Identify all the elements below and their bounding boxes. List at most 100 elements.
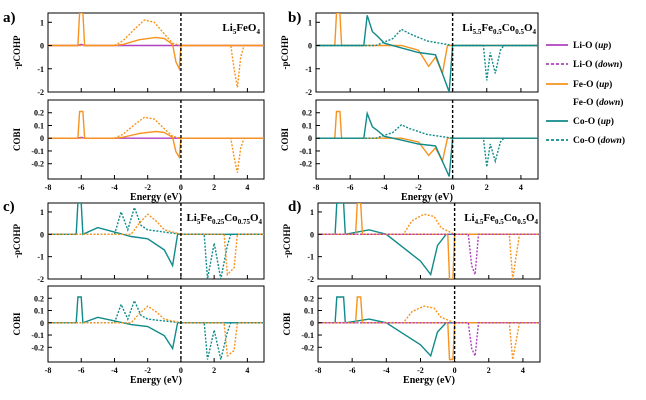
- plot-frame: [47, 12, 265, 93]
- panel-label: b): [288, 10, 301, 26]
- subplot-pcohp: 1 0 -1 -2 -pCOHP Li5FeO4: [12, 12, 265, 97]
- x-tick-label: 0: [451, 183, 455, 192]
- chart-panel-4: d) 1 0 -1 -2 -pCOHP Li4.5Fe0.5Co0.5O4 0.2 0.1 0 -0…: [282, 199, 541, 386]
- plot-frame: [315, 12, 539, 93]
- legend-label: Li-O (down): [573, 59, 622, 70]
- series-line: [316, 110, 538, 177]
- y-tick-label: 0: [310, 319, 314, 328]
- panel-label: c): [3, 199, 15, 215]
- series-line: [316, 15, 538, 92]
- plot-frame: [47, 99, 265, 180]
- x-tick-label: 2: [487, 366, 491, 375]
- series-line: [48, 110, 264, 160]
- series-line: [48, 203, 264, 268]
- y-tick-label: -1: [307, 253, 314, 262]
- y-axis-label: -pCOHP: [12, 224, 22, 259]
- y-axis-label: COBI: [12, 312, 22, 336]
- y-tick-label: -2: [37, 275, 44, 284]
- plot-frame: [315, 99, 539, 180]
- series-layer: [48, 13, 264, 88]
- y-tick-label: -2: [305, 88, 312, 97]
- y-tick-label: 0: [40, 230, 44, 239]
- x-axis-label: Energy (eV): [401, 192, 453, 203]
- series-line: [316, 110, 538, 164]
- y-tick-label: 1: [40, 208, 44, 217]
- subplot-pcohp: 1 0 -1 -2 -pCOHP Li5.5Fe0.5Co0.5O4: [280, 12, 539, 97]
- y-tick-label: 0.1: [304, 307, 314, 316]
- y-tick-label: 0.2: [304, 294, 314, 303]
- x-tick-label: 4: [521, 366, 525, 375]
- legend-label: Li-O (up): [573, 40, 611, 51]
- y-tick-label: -0.2: [299, 160, 312, 169]
- legend-item: Co-O (down): [546, 135, 625, 146]
- legend: Li-O (up) Li-O (down) Fe-O (up) Fe-O (down)…: [546, 40, 625, 146]
- x-tick-label: -4: [111, 366, 118, 375]
- series-line: [48, 213, 264, 277]
- y-tick-label: 0.1: [34, 307, 44, 316]
- x-axis-label: Energy (eV): [403, 375, 455, 386]
- x-axis-label: Energy (eV): [130, 375, 182, 386]
- series-line: [318, 203, 540, 279]
- y-tick-label: -0.1: [31, 147, 44, 156]
- x-tick-label: -4: [381, 183, 388, 192]
- legend-label: Fe-O (up): [573, 79, 612, 90]
- series-line: [318, 213, 540, 279]
- x-tick-label: 2: [485, 183, 489, 192]
- y-tick-label: 0: [40, 42, 44, 51]
- x-tick-label: 4: [245, 366, 249, 375]
- series-line: [318, 233, 540, 275]
- y-tick-label: 0: [308, 134, 312, 143]
- chart-panel-2: b) 1 0 -1 -2 -pCOHP Li5.5Fe0.5Co0.5O4 0.2 0.1 0 -0…: [280, 10, 539, 203]
- series-line: [48, 19, 264, 88]
- y-tick-label: 0: [40, 134, 44, 143]
- y-tick-label: 0.2: [34, 294, 44, 303]
- x-tick-label: -8: [45, 366, 52, 375]
- x-tick-label: -8: [313, 183, 320, 192]
- series-layer: [318, 296, 540, 361]
- chart-panel-1: a) 1 0 -1 -2 -pCOHP Li5FeO4 0.2 0.1 0 -0.1 -0.2 COBI…: [3, 10, 265, 203]
- y-tick-label: 0.1: [34, 121, 44, 130]
- x-tick-label: -6: [78, 366, 85, 375]
- y-tick-label: 1: [310, 208, 314, 217]
- panel-title: Li5.5Fe0.5Co0.5O4: [462, 22, 536, 36]
- plot-frame: [47, 202, 265, 280]
- legend-item: Co-O (up): [546, 116, 614, 127]
- y-axis-label: -pCOHP: [282, 224, 292, 259]
- y-tick-label: -0.1: [299, 147, 312, 156]
- legend-item: Li-O (down): [546, 59, 622, 70]
- series-line: [316, 13, 538, 76]
- chart-panel-3: c) 1 0 -1 -2 -pCOHP Li5Fe0.25Co0.75O4 0.2 0.1 0 -0…: [3, 199, 265, 386]
- x-tick-label: 0: [453, 366, 457, 375]
- panel-label: d): [288, 199, 301, 215]
- plot-frame: [47, 285, 265, 363]
- y-axis-label: -pCOHP: [12, 35, 22, 70]
- y-tick-label: -0.1: [31, 331, 44, 340]
- panel-title: Li5FeO4: [222, 22, 260, 36]
- x-tick-label: -6: [78, 183, 85, 192]
- x-tick-label: 0: [179, 366, 183, 375]
- legend-label: Fe-O (down): [573, 97, 623, 108]
- y-tick-label: 0.2: [34, 109, 44, 118]
- series-line: [48, 298, 264, 360]
- x-tick-label: -6: [349, 366, 356, 375]
- y-tick-label: -1: [37, 253, 44, 262]
- subplot-pcohp: 1 0 -1 -2 -pCOHP Li5Fe0.25Co0.75O4: [12, 202, 265, 284]
- y-axis-label: -pCOHP: [280, 35, 290, 70]
- subplot-pcohp: 1 0 -1 -2 -pCOHP Li4.5Fe0.5Co0.5O4: [282, 202, 541, 284]
- series-layer: [316, 13, 538, 92]
- legend-label: Co-O (up): [573, 116, 614, 127]
- panel-title: Li5Fe0.25Co0.75O4: [186, 212, 262, 226]
- x-tick-label: -2: [144, 183, 151, 192]
- y-tick-label: -2: [37, 88, 44, 97]
- y-axis-label: COBI: [282, 312, 292, 336]
- y-tick-label: 0.2: [302, 109, 312, 118]
- series-line: [48, 13, 264, 72]
- series-line: [316, 123, 538, 168]
- series-layer: [316, 110, 538, 177]
- series-layer: [48, 296, 264, 360]
- y-tick-label: -0.2: [31, 343, 44, 352]
- x-tick-label: 4: [519, 183, 523, 192]
- x-tick-label: -4: [111, 183, 118, 192]
- y-tick-label: -0.2: [301, 343, 314, 352]
